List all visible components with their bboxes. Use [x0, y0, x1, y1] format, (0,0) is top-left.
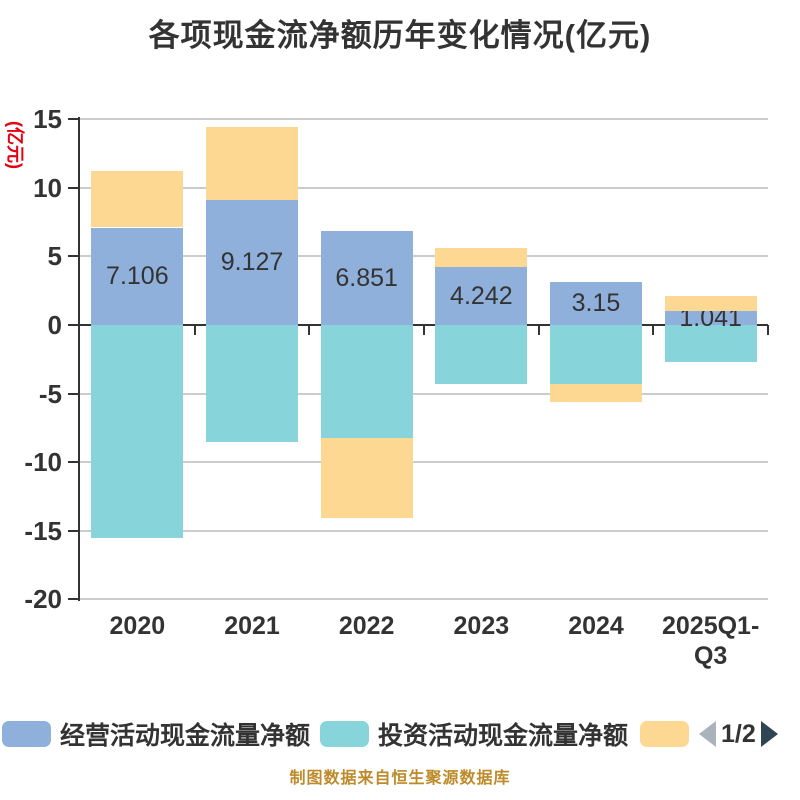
- x-tick-1: [193, 325, 196, 335]
- bar-segment-operating-2023[interactable]: [435, 266, 528, 325]
- bar-value-label-2023: 4.242: [450, 281, 513, 310]
- bar-segment-series3-2020[interactable]: [91, 170, 184, 228]
- bar-segment-operating-2025Q1-Q3[interactable]: [664, 310, 757, 325]
- legend-pager-prev-icon[interactable]: [699, 721, 716, 747]
- x-category-label-2020: 2020: [109, 612, 166, 640]
- x-category-label-2023: 2023: [453, 612, 510, 640]
- gridline-5: [80, 255, 768, 258]
- y-tick-label--15: -15: [24, 515, 62, 546]
- legend-item-third[interactable]: [640, 720, 698, 748]
- bar-segment-operating-2020[interactable]: [91, 227, 184, 325]
- gridline-15: [80, 118, 768, 121]
- legend-label-investing: 投资活动现金流量净额: [378, 722, 629, 750]
- gridline--5: [80, 392, 768, 395]
- y-tick--10: [68, 461, 80, 464]
- y-tick-5: [68, 255, 80, 258]
- x-tick-4: [537, 325, 540, 335]
- bar-segment-series3-2025Q1-Q3[interactable]: [664, 295, 757, 311]
- legend-pager-next-icon[interactable]: [760, 721, 778, 747]
- y-tick-label--5: -5: [38, 378, 62, 409]
- bar-segment-investing-2023[interactable]: [435, 325, 528, 384]
- bar-segment-investing-2021[interactable]: [206, 325, 298, 443]
- legend-pager-text: 1/2: [721, 719, 756, 748]
- legend-pager: 1/2: [699, 720, 778, 748]
- bar-segment-investing-2024[interactable]: [550, 325, 642, 384]
- gridline-10: [80, 186, 768, 189]
- bar-value-label-2021: 9.127: [220, 248, 284, 277]
- legend-swatch-third: [640, 721, 689, 747]
- legend-item-investing[interactable]: 投资活动现金流量净额: [320, 720, 628, 750]
- y-tick-label--10: -10: [24, 447, 62, 478]
- bar-segment-operating-2024[interactable]: [550, 281, 642, 325]
- x-category-label-2022: 2022: [338, 612, 395, 640]
- gridline--20: [80, 598, 768, 601]
- legend-label-operating: 经营活动现金流量净额: [60, 722, 311, 750]
- y-tick-label-15: 15: [33, 104, 62, 135]
- bar-segment-investing-2020[interactable]: [91, 325, 184, 538]
- y-tick--15: [68, 529, 80, 532]
- bar-segment-series3-2023[interactable]: [435, 248, 528, 267]
- y-tick-label-0: 0: [47, 310, 62, 340]
- bar-value-label-2020: 7.106: [106, 262, 169, 291]
- bar-segment-series3-2021[interactable]: [206, 127, 298, 200]
- chart-title: 各项现金流净额历年变化情况(亿元): [148, 18, 652, 53]
- x-tick-3: [423, 325, 425, 335]
- bar-value-label-2022: 6.851: [335, 264, 398, 292]
- x-tick-5: [652, 325, 655, 335]
- y-tick-label--20: -20: [24, 584, 62, 615]
- bar-segment-operating-2021[interactable]: [206, 199, 298, 325]
- bar-segment-series3-2024[interactable]: [550, 384, 642, 402]
- bar-value-label-2024: 3.15: [571, 289, 621, 318]
- x-tick-2: [308, 325, 311, 335]
- bar-segment-series3-2022[interactable]: [320, 438, 413, 519]
- bar-segment-investing-2022[interactable]: [320, 325, 413, 439]
- y-tick-label-10: 10: [33, 172, 62, 203]
- legend-swatch-operating: [2, 721, 51, 747]
- gridline--10: [80, 461, 768, 464]
- y-axis-line: [78, 117, 80, 602]
- data-source-caption: 制图数据来自恒生聚源数据库: [289, 770, 511, 787]
- gridline--15: [80, 529, 768, 532]
- y-tick-10: [68, 186, 80, 189]
- legend-item-operating[interactable]: 经营活动现金流量净额: [2, 720, 310, 750]
- x-category-label-2024: 2024: [568, 612, 624, 640]
- bar-segment-investing-2025Q1-Q3[interactable]: [664, 325, 757, 362]
- y-tick-label-5: 5: [47, 241, 62, 272]
- x-category-label-2025Q1-Q3: 2025Q1-Q3: [662, 612, 760, 670]
- legend-swatch-investing: [320, 721, 369, 747]
- x-category-label-2021: 2021: [224, 612, 280, 640]
- x-tick-6: [767, 325, 769, 335]
- bar-segment-operating-2022[interactable]: [320, 231, 413, 325]
- y-tick-0: [68, 324, 80, 326]
- y-tick--5: [68, 392, 80, 395]
- y-tick--20: [68, 598, 80, 601]
- y-tick-15: [68, 118, 80, 121]
